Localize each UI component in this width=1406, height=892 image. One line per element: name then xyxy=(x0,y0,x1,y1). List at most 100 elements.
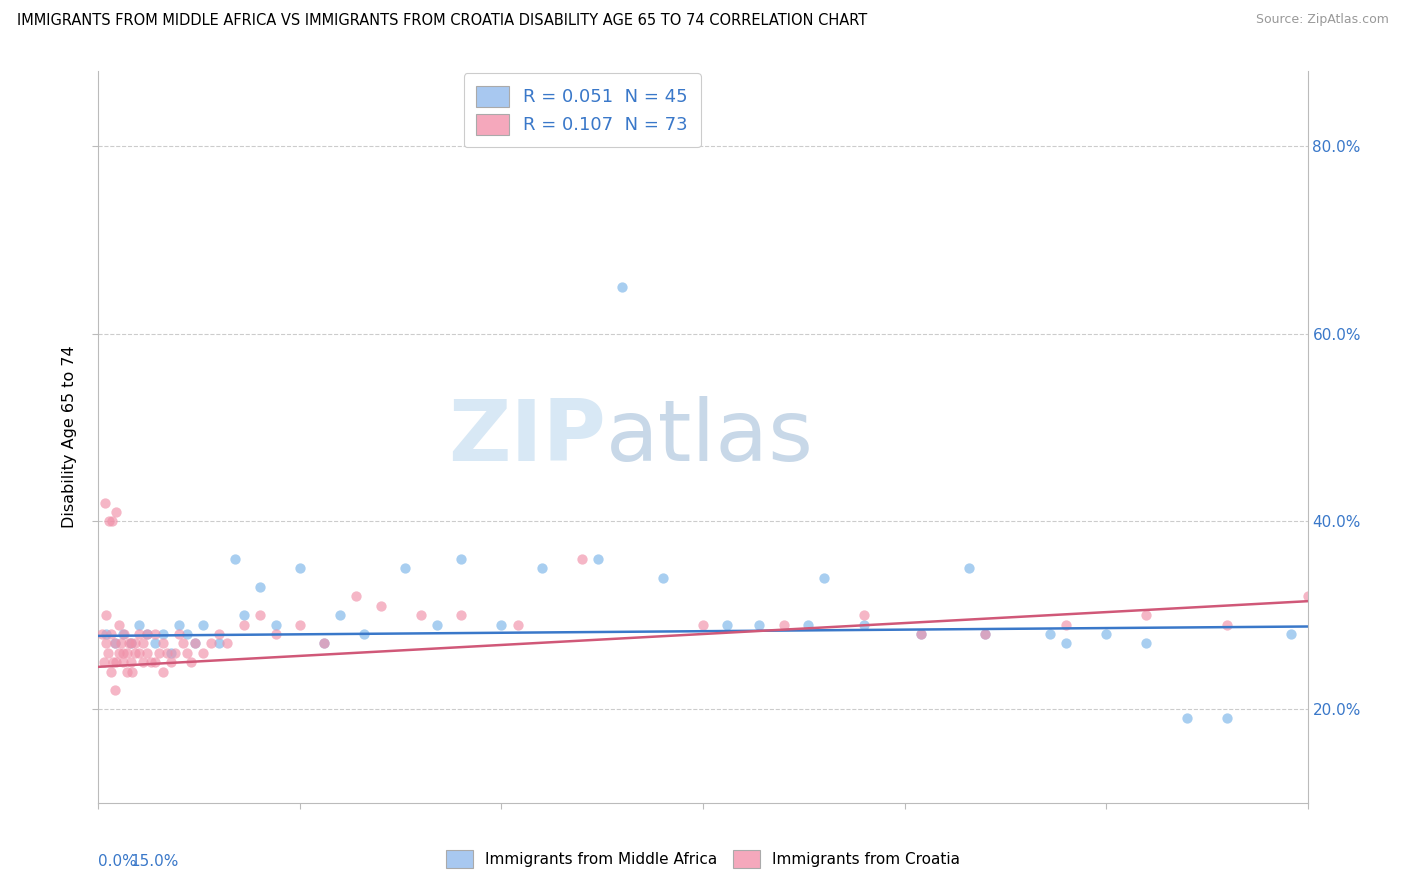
Point xyxy=(797,617,820,632)
Point xyxy=(957,561,980,575)
Point xyxy=(394,561,416,575)
Point xyxy=(586,552,609,566)
Point xyxy=(288,617,311,632)
Point xyxy=(103,683,125,698)
Point xyxy=(105,655,128,669)
Point xyxy=(176,646,198,660)
Point xyxy=(160,646,183,660)
Point xyxy=(853,617,876,632)
Point xyxy=(132,636,155,650)
Point xyxy=(124,636,146,650)
Point xyxy=(152,627,174,641)
Text: 0.0%: 0.0% xyxy=(98,854,138,869)
Point xyxy=(107,646,129,660)
Point xyxy=(344,590,367,604)
Point xyxy=(132,655,155,669)
Point xyxy=(1054,617,1077,632)
Point xyxy=(96,627,118,641)
Point xyxy=(1281,627,1303,641)
Point xyxy=(974,627,997,641)
Point xyxy=(111,627,134,641)
Point xyxy=(135,627,157,641)
Point xyxy=(208,636,231,650)
Point xyxy=(96,608,118,623)
Point xyxy=(853,608,876,623)
Point xyxy=(200,636,222,650)
Point xyxy=(103,636,125,650)
Point xyxy=(1216,711,1239,725)
Point xyxy=(176,627,198,641)
Point xyxy=(120,655,142,669)
Point xyxy=(143,627,166,641)
Point xyxy=(264,617,287,632)
Text: ZIP: ZIP xyxy=(449,395,606,479)
Point xyxy=(1054,636,1077,650)
Point xyxy=(96,636,118,650)
Point xyxy=(112,627,135,641)
Point xyxy=(329,608,352,623)
Point xyxy=(91,627,114,641)
Point xyxy=(135,646,157,660)
Point xyxy=(264,627,287,641)
Point xyxy=(160,655,183,669)
Point xyxy=(93,655,115,669)
Point xyxy=(128,627,150,641)
Point xyxy=(232,617,254,632)
Point xyxy=(111,646,134,660)
Point xyxy=(184,636,207,650)
Point xyxy=(167,617,190,632)
Point xyxy=(571,552,593,566)
Point xyxy=(1039,627,1062,641)
Point xyxy=(124,646,146,660)
Point xyxy=(193,617,215,632)
Point xyxy=(120,636,142,650)
Point xyxy=(249,608,271,623)
Point xyxy=(121,665,143,679)
Point xyxy=(167,627,190,641)
Point xyxy=(100,665,122,679)
Text: atlas: atlas xyxy=(606,395,814,479)
Text: Source: ZipAtlas.com: Source: ZipAtlas.com xyxy=(1256,13,1389,27)
Legend: R = 0.051  N = 45, R = 0.107  N = 73: R = 0.051 N = 45, R = 0.107 N = 73 xyxy=(464,73,700,147)
Point xyxy=(135,627,157,641)
Point xyxy=(128,617,150,632)
Point xyxy=(910,627,932,641)
Point xyxy=(612,280,634,294)
Point xyxy=(651,571,673,585)
Point xyxy=(120,636,142,650)
Point xyxy=(118,636,141,650)
Point xyxy=(143,636,166,650)
Point xyxy=(772,617,794,632)
Point xyxy=(353,627,375,641)
Point xyxy=(184,636,207,650)
Point xyxy=(224,552,246,566)
Point xyxy=(94,496,117,510)
Point xyxy=(314,636,336,650)
Point xyxy=(450,608,472,623)
Point xyxy=(314,636,336,650)
Point xyxy=(193,646,215,660)
Point xyxy=(105,505,128,519)
Point xyxy=(409,608,432,623)
Point xyxy=(115,646,138,660)
Point xyxy=(232,608,254,623)
Point xyxy=(128,646,150,660)
Legend: Immigrants from Middle Africa, Immigrants from Croatia: Immigrants from Middle Africa, Immigrant… xyxy=(440,844,966,873)
Point xyxy=(143,655,166,669)
Point xyxy=(370,599,392,613)
Point xyxy=(110,636,132,650)
Point xyxy=(249,580,271,594)
Text: 15.0%: 15.0% xyxy=(131,854,179,869)
Point xyxy=(1296,590,1319,604)
Point xyxy=(1095,627,1118,641)
Point xyxy=(217,636,239,650)
Point xyxy=(491,617,513,632)
Point xyxy=(148,646,170,660)
Point xyxy=(103,636,125,650)
Point xyxy=(716,617,738,632)
Point xyxy=(450,552,472,566)
Point xyxy=(115,665,138,679)
Point xyxy=(506,617,529,632)
Point xyxy=(163,646,186,660)
Point xyxy=(1216,617,1239,632)
